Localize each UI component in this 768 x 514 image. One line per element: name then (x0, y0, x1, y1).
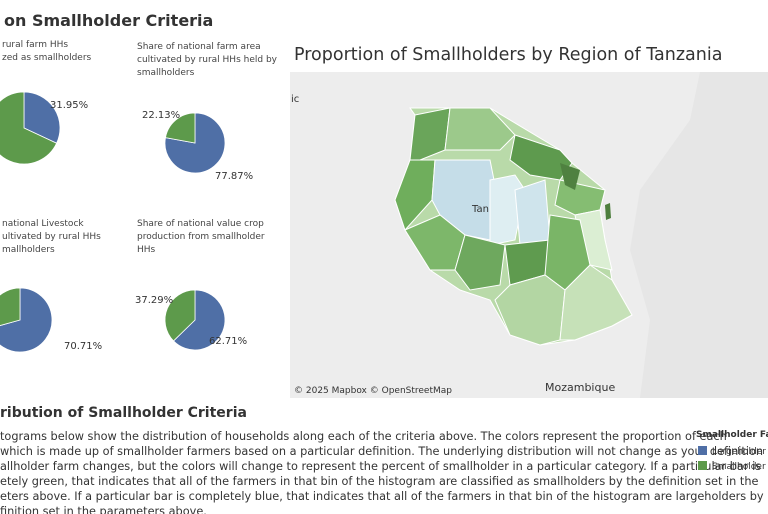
legend-swatch (698, 446, 707, 455)
pie-value-label: 31.95% (50, 100, 88, 111)
pie-caption: national Livestock (2, 219, 84, 229)
pie-value-label: 77.87% (215, 171, 253, 182)
paragraph-line: tograms below show the distribution of h… (0, 430, 727, 443)
pie-caption: cultivated by rural HHs held by (137, 55, 278, 65)
dashboard-title: on Smallholder Criteria (4, 11, 213, 30)
pie-caption: ultivated by rural HHs (2, 232, 101, 242)
region (560, 163, 580, 190)
paragraph-line: finition set in the parameters above. (0, 505, 207, 514)
region (444, 107, 516, 151)
pie-value-label: 62.71% (209, 336, 247, 347)
island (605, 203, 611, 220)
pie-caption: HHs (137, 245, 156, 255)
map (290, 72, 768, 398)
place-label: Mozambique (545, 381, 615, 394)
pie-caption: Share of national value crop (137, 219, 264, 229)
pie-slice (0, 91, 58, 165)
pie-caption: rural farm HHs (2, 40, 68, 50)
generated: rural farm HHs zed as smallholders 31.95% S… (0, 40, 766, 514)
region (494, 274, 566, 346)
region (514, 179, 551, 246)
region (559, 264, 633, 341)
legend-label: Smallholder (712, 462, 766, 472)
map-title: Proportion of Smallholders by Region of … (294, 45, 722, 65)
region (431, 159, 496, 241)
paragraph-line: etely green, that indicates that all of … (0, 475, 758, 488)
pie-caption: mallholders (2, 245, 55, 255)
pie-slice (164, 289, 196, 342)
pie-caption: Share of national farm area (137, 42, 261, 52)
pie-value-label: 37.29% (135, 295, 173, 306)
pie-slice (0, 287, 53, 353)
legend-swatch (698, 461, 707, 470)
region (409, 107, 451, 161)
legend-label: Largeholder (712, 447, 766, 457)
pie-value-label: 70.71% (64, 341, 102, 352)
paragraph-line: allholder farm changes, but the colors w… (0, 460, 761, 473)
legend-title: Smallholder Farm (696, 430, 768, 440)
section-title: ribution of Smallholder Criteria (0, 405, 247, 421)
pie-slice (165, 112, 196, 144)
map-attribution: © 2025 Mapbox © OpenStreetMap (294, 386, 452, 396)
paragraph-line: eters above. If a particular bar is comp… (0, 490, 764, 503)
region (394, 159, 436, 231)
pie-caption: zed as smallholders (2, 53, 92, 63)
pie-slice (23, 91, 61, 144)
place-label: Tan (471, 204, 489, 215)
region (454, 234, 506, 291)
pie-slice (0, 287, 21, 326)
place-label: ic (291, 94, 299, 105)
pie-caption: smallholders (137, 68, 195, 78)
paragraph-line: which is made up of smallholder farmers … (0, 445, 763, 458)
pie-slice (172, 289, 226, 351)
pie-caption: production from smallholder (137, 232, 265, 242)
pie-value-label: 22.13% (142, 110, 180, 121)
pie-slice (164, 112, 226, 174)
